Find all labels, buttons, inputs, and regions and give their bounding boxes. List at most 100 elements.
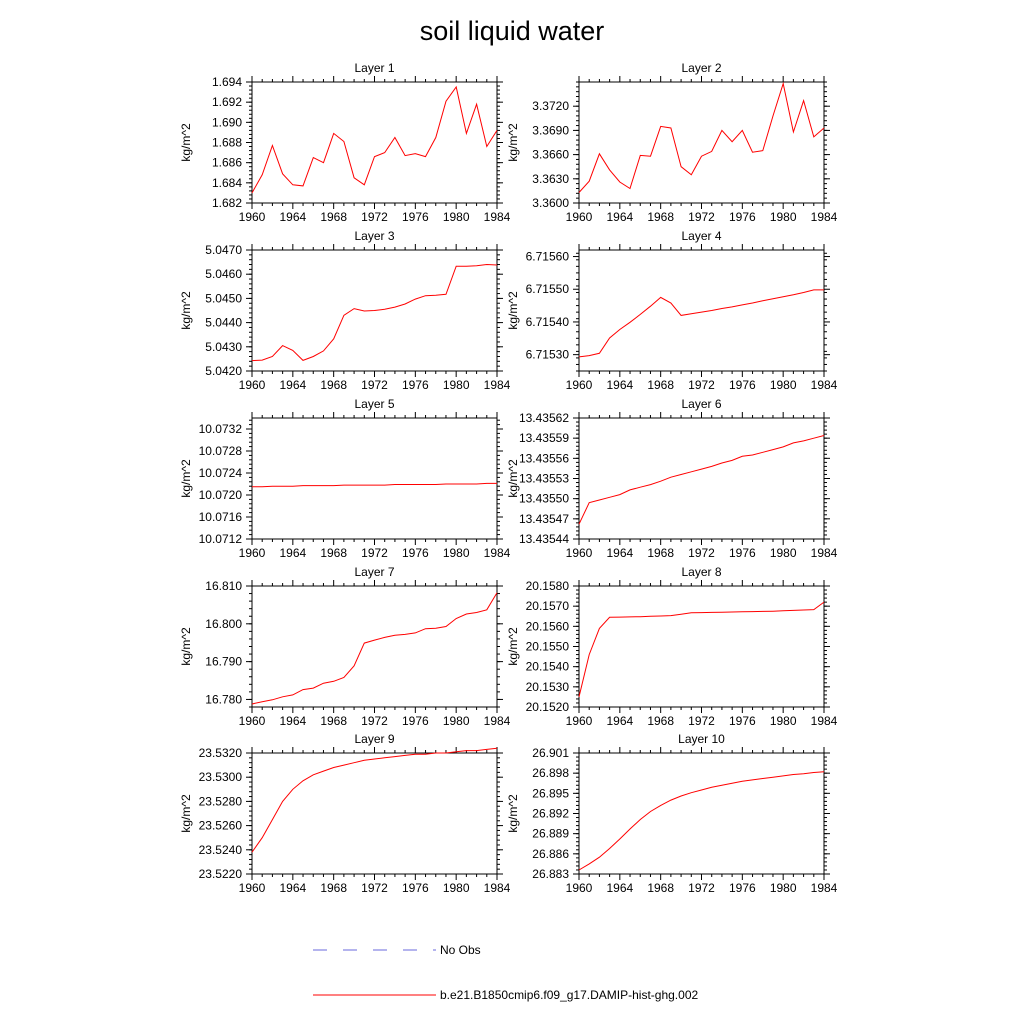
x-tick-label: 1964 [606,881,633,895]
x-tick-label: 1984 [484,546,511,560]
x-tick-label: 1976 [402,378,429,392]
y-axis-label: kg/m^2 [179,627,193,666]
x-tick-label: 1968 [320,881,347,895]
y-tick-label: 23.5260 [199,819,243,833]
y-tick-label: 16.800 [205,617,242,631]
y-tick-label: 23.5320 [199,746,243,760]
x-tick-label: 1976 [402,546,429,560]
series-line [578,81,825,193]
x-tick-label: 1972 [361,714,388,728]
plot-frame [251,81,498,204]
x-tick-label: 1980 [443,378,470,392]
panel-10: Layer 10 1960 1964 1968 1972 1976 1980 1984 26.8… [506,732,838,895]
x-tick-label: 1964 [279,210,306,224]
x-tick-label: 1960 [239,210,266,224]
y-tick-label: 20.1540 [526,660,570,674]
y-tick-label: 10.0716 [199,510,243,524]
x-tick-label: 1980 [443,881,470,895]
y-tick-label: 6.71550 [526,282,570,296]
y-tick-label: 16.790 [205,655,242,669]
y-tick-label: 16.810 [205,579,242,593]
y-axis-label: kg/m^2 [179,291,193,330]
series-line [252,482,497,488]
x-tick-label: 1964 [606,714,633,728]
y-tick-label: 13.43544 [519,532,569,546]
x-tick-label: 1968 [320,210,347,224]
panel-title: Layer 7 [354,565,394,579]
x-tick-label: 1972 [361,546,388,560]
panel-title: Layer 1 [354,61,394,75]
panel-3: Layer 3 1960 1964 1968 1972 1976 1980 1984 5.042… [179,229,511,392]
y-tick-label: 1.688 [212,136,242,150]
main-title: soil liquid water [420,16,605,46]
legend-no-obs-label: No Obs [440,943,481,957]
panel-2: Layer 2 1960 1964 1968 1972 1976 1980 1984 3.360… [506,61,838,224]
y-tick-label: 3.3660 [532,148,569,162]
panel-title: Layer 8 [681,565,721,579]
x-tick-label: 1972 [688,210,715,224]
y-axis-label: kg/m^2 [179,459,193,498]
panels: Layer 1 1960 1964 1968 1972 1976 1980 1984 1.682… [179,61,838,895]
y-tick-label: 3.3600 [532,196,569,210]
x-tick-label: 1980 [770,546,797,560]
panel-5: Layer 5 1960 1964 1968 1972 1976 1980 1984 10.07… [179,397,511,560]
panel-4: Layer 4 1960 1964 1968 1972 1976 1980 1984 6.715… [506,229,838,392]
panel-8: Layer 8 1960 1964 1968 1972 1976 1980 1984 20.15… [506,565,838,728]
x-tick-label: 1960 [566,546,593,560]
x-tick-label: 1984 [484,714,511,728]
panel-9: Layer 9 1960 1964 1968 1972 1976 1980 1984 23.52… [179,732,511,895]
y-axis-label: kg/m^2 [179,123,193,162]
plot-frame [578,752,825,875]
y-tick-label: 10.0720 [199,488,243,502]
x-tick-label: 1984 [811,210,838,224]
x-tick-label: 1972 [688,881,715,895]
x-tick-label: 1980 [770,714,797,728]
y-tick-label: 10.0712 [199,532,243,546]
panel-7: Layer 7 1960 1964 1968 1972 1976 1980 1984 16.78… [179,565,511,728]
series-line [578,435,825,525]
series-line [578,289,824,358]
series-line [251,592,498,705]
plot-frame [578,249,825,372]
y-tick-label: 20.1550 [526,640,570,654]
x-tick-label: 1964 [279,881,306,895]
y-tick-label: 6.71530 [526,348,570,362]
x-tick-label: 1984 [484,210,511,224]
series-line [578,771,825,871]
y-tick-label: 3.3630 [532,172,569,186]
y-tick-label: 10.0732 [199,422,243,436]
x-tick-label: 1972 [688,546,715,560]
x-tick-label: 1968 [647,210,674,224]
y-tick-label: 16.780 [205,692,242,706]
legend-model-label: b.e21.B1850cmip6.f09_g17.DAMIP-hist-ghg.… [440,988,698,1002]
x-tick-label: 1984 [811,714,838,728]
x-tick-label: 1984 [484,881,511,895]
x-tick-label: 1968 [647,881,674,895]
x-tick-label: 1972 [361,378,388,392]
x-tick-label: 1976 [729,881,756,895]
y-tick-label: 26.901 [532,746,569,760]
x-tick-label: 1968 [320,546,347,560]
y-tick-label: 1.684 [212,176,242,190]
y-tick-label: 1.692 [212,95,242,109]
x-tick-label: 1964 [279,378,306,392]
series-line [578,601,825,698]
y-tick-label: 20.1520 [526,700,570,714]
y-tick-label: 26.889 [532,827,569,841]
x-tick-label: 1976 [402,210,429,224]
x-tick-label: 1968 [647,714,674,728]
x-tick-label: 1960 [239,881,266,895]
plot-frame [578,417,825,540]
y-tick-label: 5.0470 [205,243,242,257]
panel-title: Layer 6 [681,397,721,411]
y-tick-label: 3.3720 [532,99,569,113]
plot-frame [578,585,825,708]
x-tick-label: 1980 [770,378,797,392]
y-tick-label: 5.0460 [205,267,242,281]
panel-6: Layer 6 1960 1964 1968 1972 1976 1980 1984 13.43… [506,397,838,560]
y-tick-label: 13.43556 [519,451,569,465]
legend: No Obs b.e21.B1850cmip6.f09_g17.DAMIP-hi… [313,943,698,1002]
y-tick-label: 26.886 [532,847,569,861]
y-tick-label: 20.1560 [526,619,570,633]
panel-title: Layer 4 [681,229,721,243]
